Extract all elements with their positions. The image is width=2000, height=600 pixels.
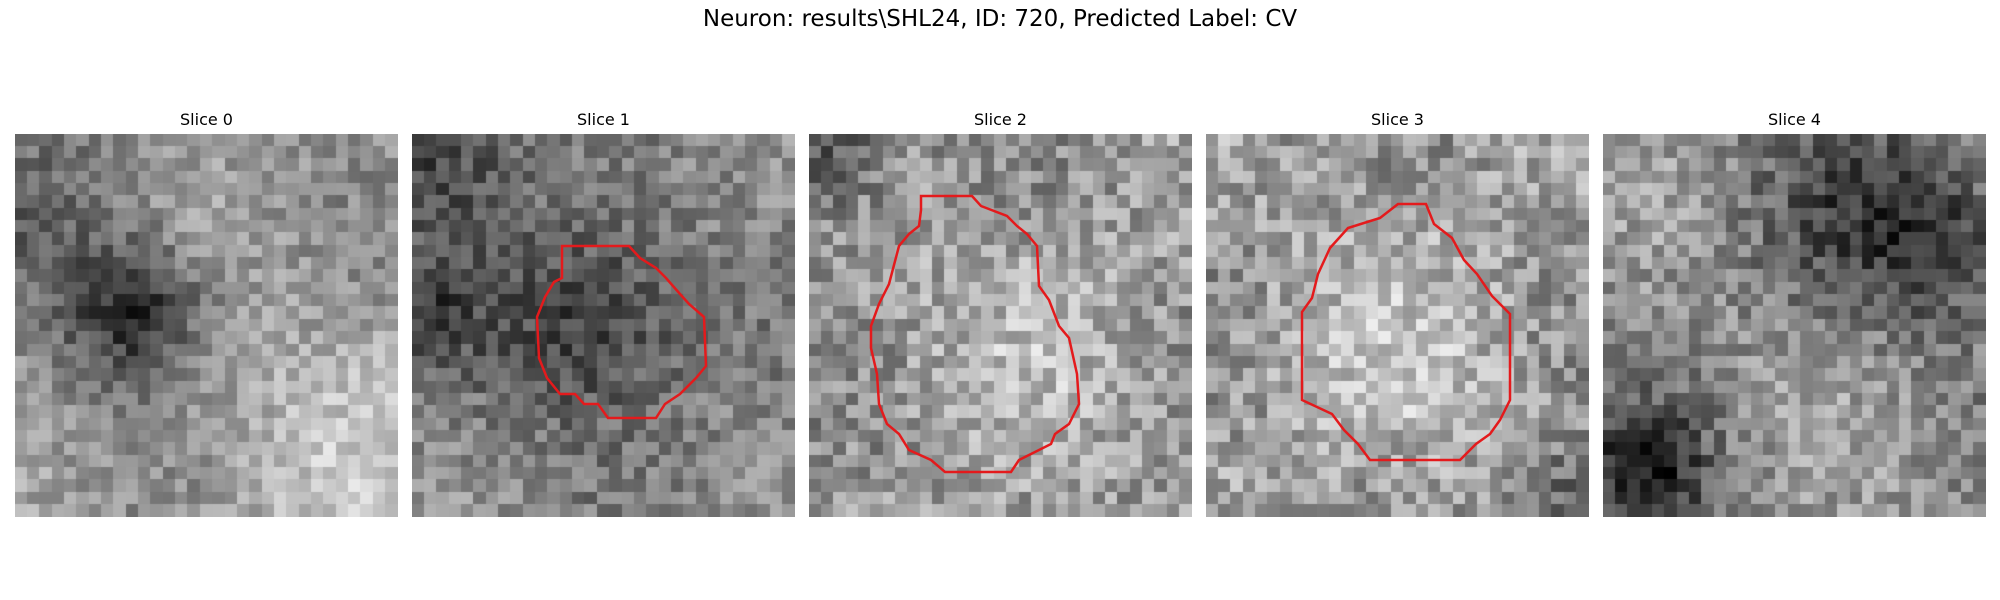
slice-contour-overlay-1 (535, 244, 708, 420)
roi-contour-1 (535, 244, 708, 420)
roi-contour-3 (1300, 202, 1512, 462)
slice-contour-overlay-2 (869, 194, 1081, 474)
roi-contour-2 (869, 194, 1081, 474)
slice-title-1: Slice 1 (577, 110, 630, 129)
figure-title: Neuron: results\SHL24, ID: 720, Predicte… (702, 6, 1298, 32)
slice-image-0 (15, 134, 398, 517)
slice-title-2: Slice 2 (974, 110, 1027, 129)
slice-title-4: Slice 4 (1768, 110, 1821, 129)
slice-image-3 (1206, 134, 1589, 517)
slice-title-3: Slice 3 (1371, 110, 1424, 129)
slice-title-0: Slice 0 (180, 110, 233, 129)
slice-image-1 (412, 134, 795, 517)
slice-image-4 (1603, 134, 1986, 517)
slice-image-2 (809, 134, 1192, 517)
slice-contour-overlay-3 (1300, 202, 1512, 462)
